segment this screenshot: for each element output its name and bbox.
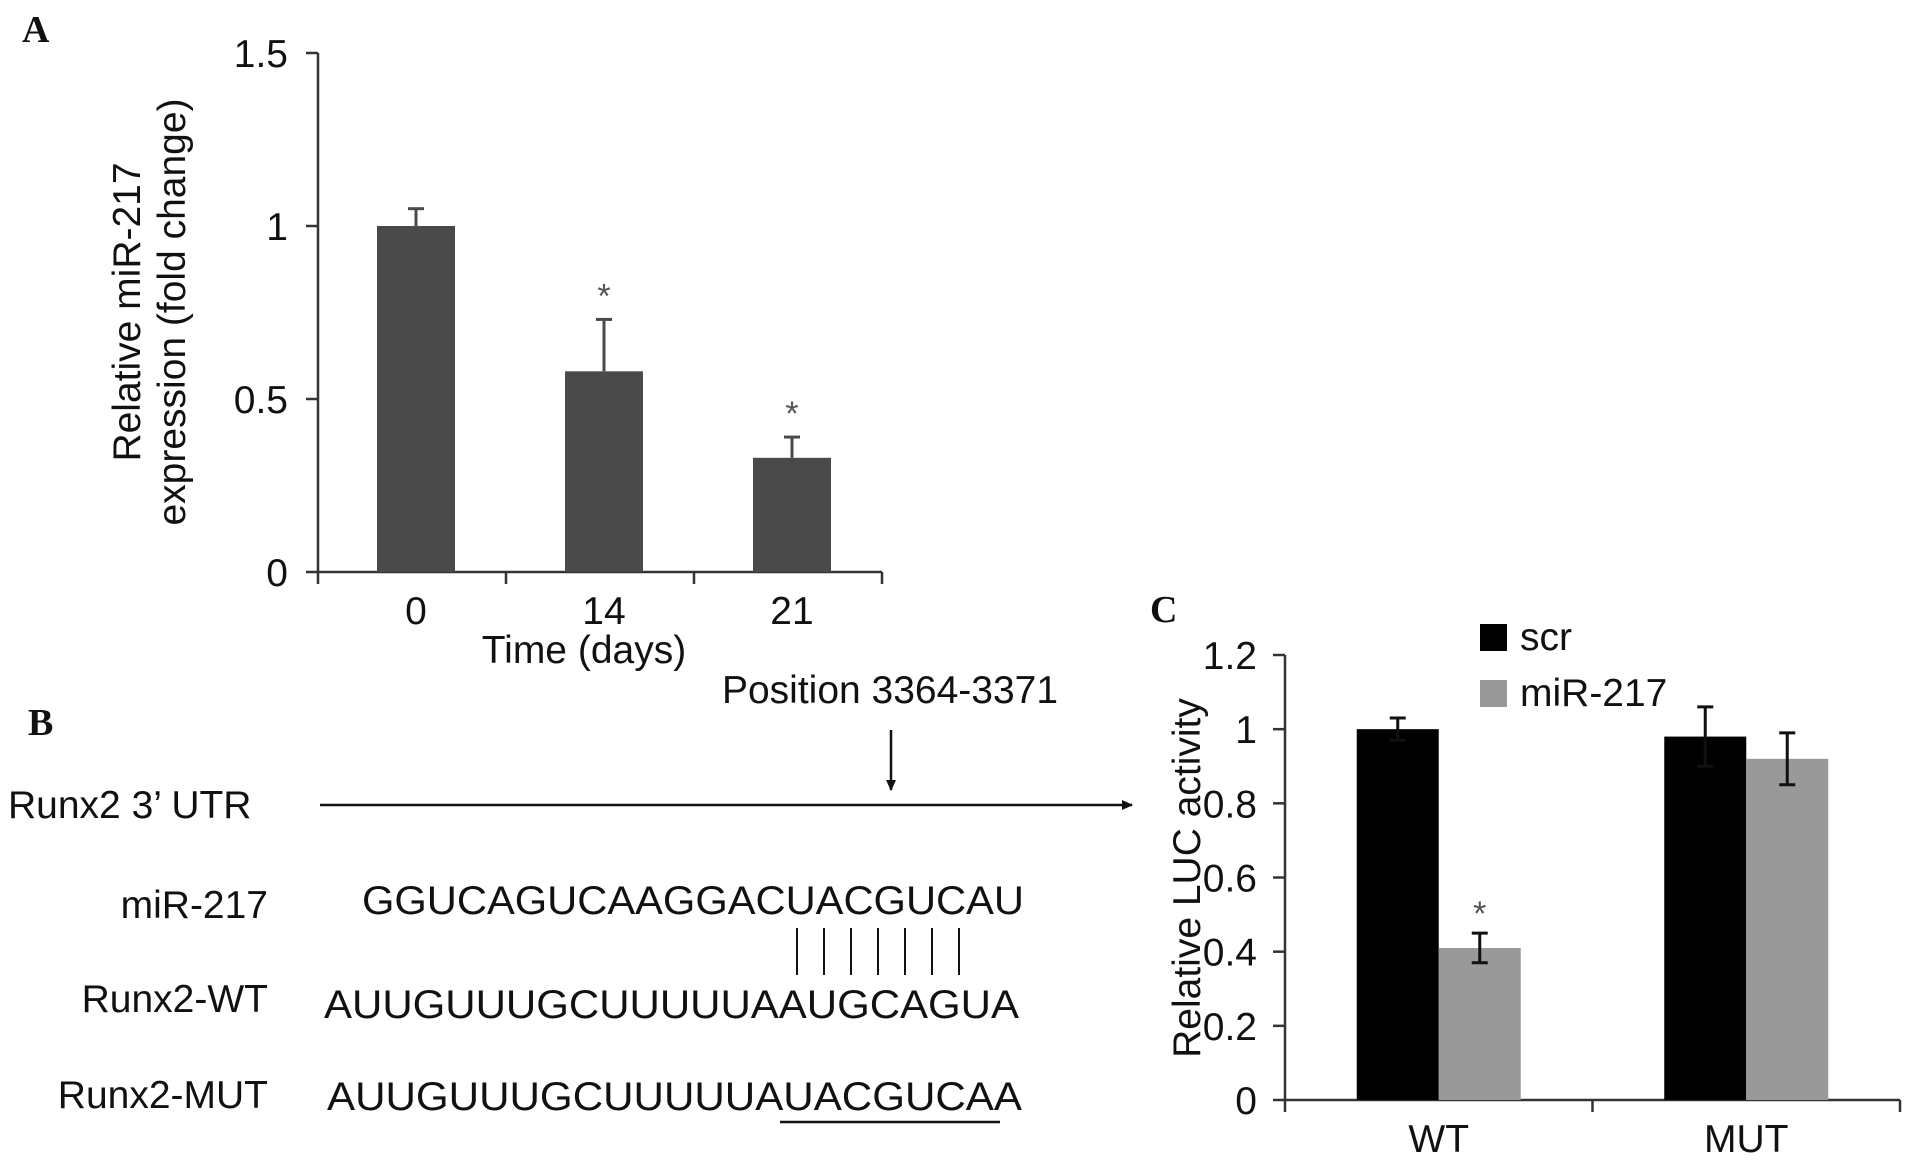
sequence-mir217: GGUCAGUCAAGGACUACGUCAU <box>362 879 1024 923</box>
chart-a-bar <box>377 226 455 572</box>
chart-c-ytick-label: 0.2 <box>1203 1006 1257 1049</box>
sequence-runx2-wt: AUUGUUUGCUUUUUAAUGCAGUA <box>324 983 1019 1027</box>
chart-c-ytick-label: 1.2 <box>1203 635 1257 678</box>
chart-a-ytick-label: 1.5 <box>234 33 288 76</box>
panel-b-diagram: Runx2 3’ UTR Position 3364-3371 miR-217 … <box>8 669 1133 1124</box>
chart-a-ylabel-line-2: expression (fold change) <box>151 98 194 525</box>
sequence-runx2-mut: AUUGUUUGCUUUUUAUACGUCAA <box>327 1075 1022 1119</box>
chart-c-ytick-label: 0.8 <box>1203 783 1257 826</box>
chart-a-ylabel-line-1: Relative miR-217 <box>106 162 149 461</box>
chart-a: 0 0.5 1 1.5 0 14 21 * * Time (days) Relative m… <box>106 33 884 672</box>
chart-c-xtick-label: MUT <box>1704 1118 1788 1161</box>
base-pairing-lines <box>796 928 960 975</box>
chart-a-ytick-label: 1 <box>266 206 288 249</box>
chart-c-bar-1 <box>1438 947 1521 1100</box>
chart-c-ylabel: Relative LUC activity <box>1166 698 1209 1058</box>
legend-label-0: scr <box>1520 616 1572 659</box>
position-label: Position 3364-3371 <box>722 669 1058 712</box>
chart-c-ytick-label: 1 <box>1235 709 1257 752</box>
chart-c-ytick-label: 0.6 <box>1203 858 1257 901</box>
chart-c-significance: * <box>1473 895 1486 933</box>
chart-c-xtick-label: WT <box>1408 1118 1469 1161</box>
row-label-mir217: miR-217 <box>121 884 268 927</box>
legend-label-1: miR-217 <box>1520 672 1667 715</box>
chart-a-ytick-label: 0 <box>266 552 288 595</box>
row-label-runx2-mut: Runx2-MUT <box>58 1074 268 1117</box>
chart-c-bar-0 <box>1356 729 1439 1100</box>
panel-a-letter: A <box>22 9 50 51</box>
chart-a-xtick-label: 21 <box>770 590 813 633</box>
panel-c-letter: C <box>1150 589 1177 631</box>
chart-a-bar <box>753 457 831 572</box>
chart-c-bar-0 <box>1664 736 1747 1100</box>
panel-b-letter: B <box>28 702 53 744</box>
utr-label: Runx2 3’ UTR <box>8 784 251 827</box>
chart-a-significance: * <box>597 277 610 315</box>
chart-c-legend: scr miR-217 <box>1480 616 1667 715</box>
chart-a-xtick-label: 14 <box>582 590 625 633</box>
row-label-runx2-wt: Runx2-WT <box>82 978 268 1021</box>
chart-a-significance: * <box>785 395 798 433</box>
legend-swatch-1 <box>1480 680 1507 707</box>
chart-c-ytick-label: 0 <box>1235 1080 1257 1123</box>
chart-c: 0 0.2 0.4 0.6 0.8 1 1.2 WT MUT * scr miR-217 Rel… <box>1166 616 1902 1161</box>
legend-swatch-0 <box>1480 624 1507 651</box>
chart-c-ytick-label: 0.4 <box>1203 932 1257 975</box>
chart-a-xtick-label: 0 <box>405 590 427 633</box>
chart-a-bar <box>565 371 643 572</box>
chart-a-ytick-label: 0.5 <box>234 379 288 422</box>
chart-a-xlabel: Time (days) <box>482 629 686 672</box>
chart-c-bar-1 <box>1746 758 1829 1100</box>
